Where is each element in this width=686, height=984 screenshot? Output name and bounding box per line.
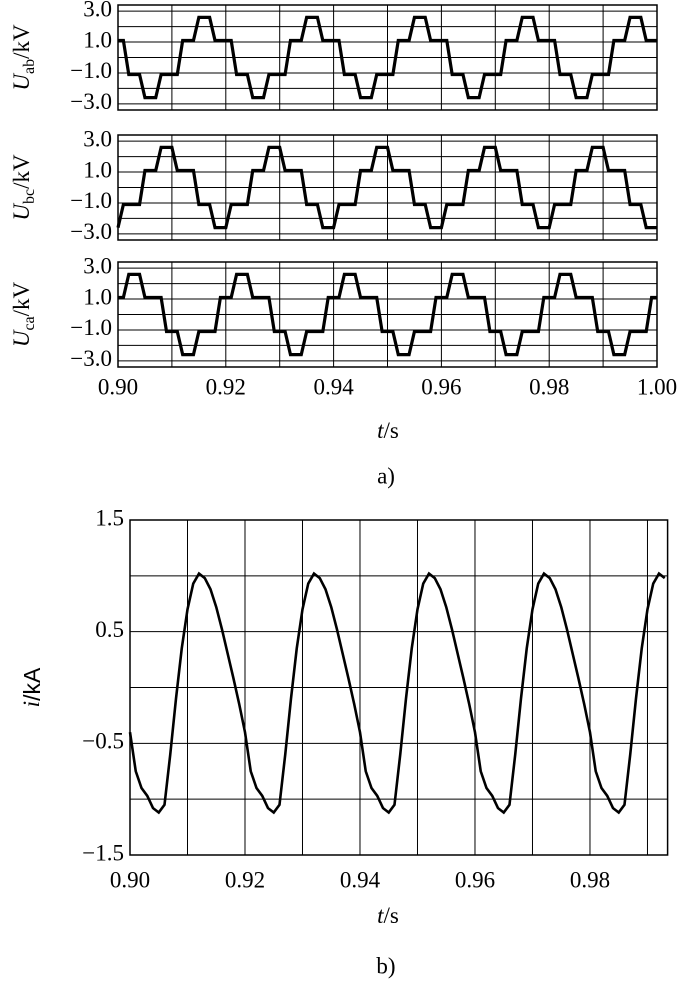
y-label-unit: /kV [9, 281, 34, 316]
y-tick-label: 3.0 [83, 126, 112, 151]
y-label-symbol: U [9, 203, 34, 221]
plot-frame [129, 519, 669, 856]
panel-caption: b) [376, 953, 395, 978]
plot-frame [117, 261, 658, 368]
y-tick-label: −1.0 [70, 58, 112, 83]
y-axis-label: Uca/kV [9, 281, 37, 347]
x-tick-label: 0.94 [340, 867, 381, 892]
y-tick-label: 1.0 [83, 157, 112, 182]
x-tick-label: 0.98 [570, 867, 610, 892]
x-tick-label: 0.90 [98, 374, 138, 399]
plot-frame [117, 134, 658, 241]
x-label-symbol: t [377, 418, 384, 443]
y-tick-label: −3.0 [70, 89, 112, 114]
x-tick-label: 0.92 [225, 867, 265, 892]
y-tick-label: 3.0 [83, 0, 112, 21]
y-label-unit: /kA [19, 667, 45, 701]
x-tick-label: 0.94 [313, 374, 354, 399]
y-tick-label: −1.0 [70, 188, 112, 213]
x-label-unit: /s [384, 903, 399, 928]
y-axis-label: Ubc/kV [9, 154, 37, 221]
y-label-subscript: ca [21, 316, 38, 330]
y-axis-label: Uab/kV [9, 24, 37, 91]
y-label-symbol: U [9, 329, 34, 347]
y-label-symbol: U [9, 73, 34, 91]
data-line [118, 15, 657, 100]
x-tick-label: 0.98 [529, 374, 569, 399]
y-tick-label: 3.0 [83, 253, 112, 278]
plot-frame [117, 4, 658, 111]
x-tick-label: 0.90 [110, 867, 150, 892]
data-line [118, 272, 657, 357]
x-tick-label: 1.00 [637, 374, 677, 399]
x-axis-label: t/s [377, 418, 399, 443]
data-line [116, 145, 657, 230]
x-label-symbol: t [377, 903, 384, 928]
y-tick-label: 0.5 [95, 617, 124, 642]
panel-caption: a) [377, 463, 395, 488]
y-tick-label: −3.0 [70, 346, 112, 371]
y-tick-label: −1.0 [70, 315, 112, 340]
y-label-symbol: i [19, 701, 44, 707]
y-label-unit: /kV [9, 154, 34, 189]
y-label-subscript: bc [21, 189, 38, 204]
y-tick-label: −1.5 [82, 840, 124, 865]
y-tick-label: −0.5 [82, 729, 124, 754]
y-label-unit: /kV [9, 24, 34, 59]
y-tick-label: 1.5 [95, 505, 124, 530]
x-label-unit: /s [384, 418, 399, 443]
x-tick-label: 0.96 [421, 374, 461, 399]
y-tick-label: 1.0 [83, 27, 112, 52]
y-label-subscript: ab [21, 59, 38, 74]
x-tick-label: 0.96 [455, 867, 495, 892]
y-tick-label: −3.0 [70, 219, 112, 244]
y-tick-label: 1.0 [83, 284, 112, 309]
y-axis-label: i/kA [19, 667, 45, 707]
x-axis-label: t/s [377, 903, 399, 928]
data-line [128, 571, 666, 815]
x-tick-label: 0.92 [206, 374, 246, 399]
